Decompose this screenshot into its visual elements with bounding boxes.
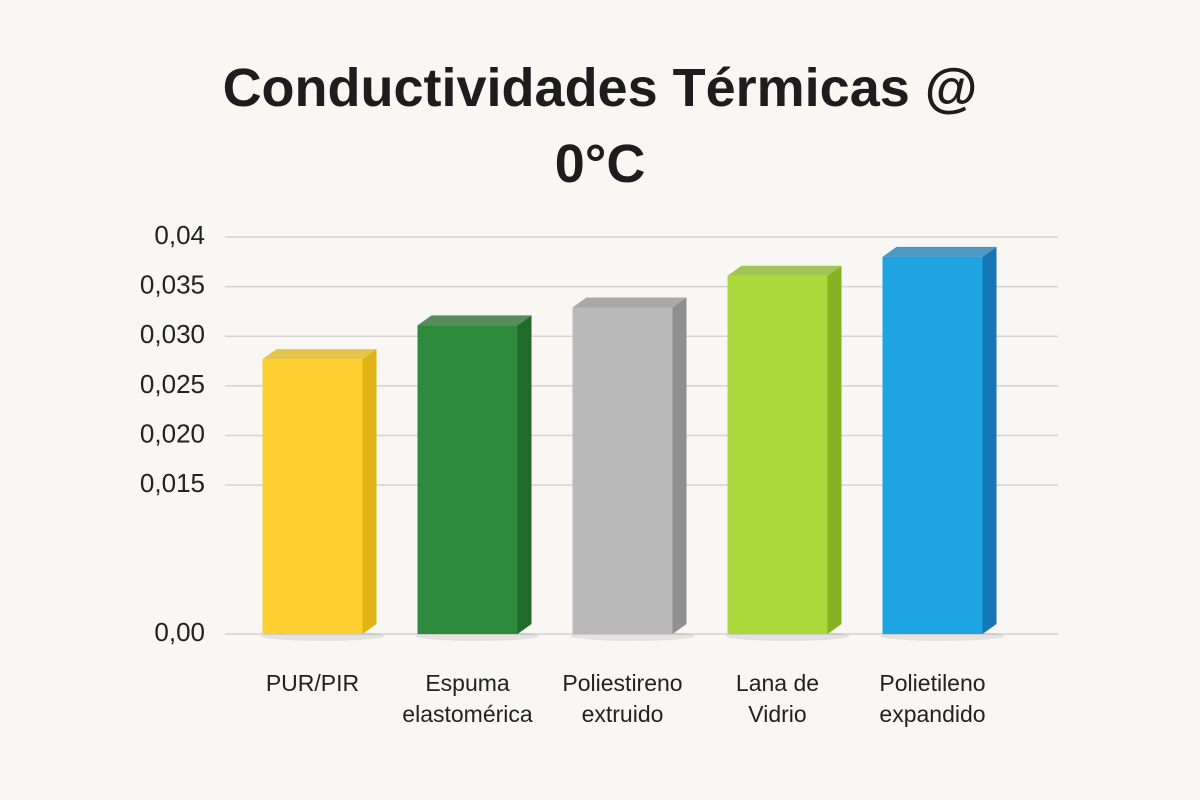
x-tick-label: Poliestireno extruido <box>562 670 683 727</box>
bar <box>727 275 828 634</box>
y-tick-label: 0,025 <box>140 369 205 399</box>
bar-top <box>262 349 377 360</box>
bar-side <box>362 349 377 634</box>
bar <box>882 256 983 634</box>
x-tick-label: Polietileno expandido <box>879 670 986 727</box>
bar-side <box>982 246 997 634</box>
y-tick-label: 0,00 <box>154 617 205 647</box>
bar-side <box>672 297 687 634</box>
bar-side <box>517 315 532 634</box>
bar-top <box>882 246 997 257</box>
bar <box>572 307 673 634</box>
bar-top <box>417 315 532 326</box>
y-tick-label: 0,035 <box>140 270 205 300</box>
x-tick-label: Lana de Vidrio <box>735 670 820 727</box>
bar-top <box>727 265 842 276</box>
bar <box>262 359 363 634</box>
bar-side <box>827 265 842 634</box>
x-tick-label: PUR/PIR <box>265 670 360 696</box>
bar-top <box>572 297 687 308</box>
chart-title: Conductividades Térmicas @ 0°C <box>222 58 978 194</box>
y-tick-label: 0,015 <box>140 468 205 498</box>
y-tick-label: 0,04 <box>154 220 205 250</box>
bar <box>417 325 518 634</box>
x-tick-label: Espuma elastomérica <box>402 670 533 727</box>
y-tick-label: 0,020 <box>140 418 205 448</box>
y-tick-label: 0,030 <box>140 319 205 349</box>
